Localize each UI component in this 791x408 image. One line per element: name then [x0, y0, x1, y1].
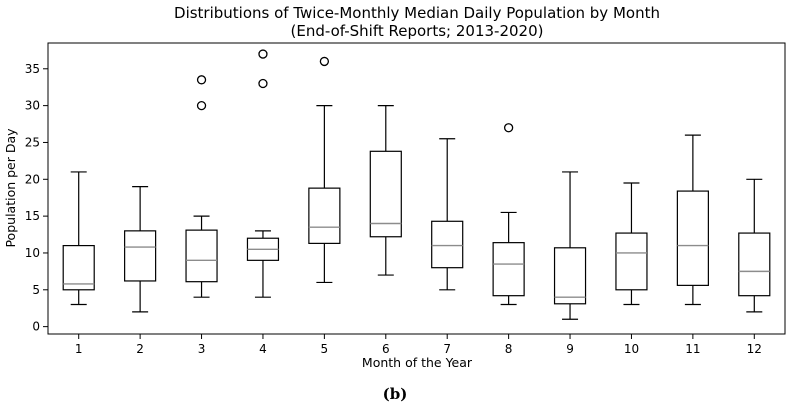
iqr-box: [615, 232, 648, 291]
chart-title-line1: Distributions of Twice-Monthly Median Da…: [174, 4, 660, 22]
y-tick-label: 35: [25, 62, 40, 76]
iqr-box: [369, 150, 402, 238]
box-month-9: [553, 171, 587, 320]
box-month-2: [124, 186, 157, 313]
x-tick-label: 10: [624, 342, 639, 356]
outlier-point: [196, 100, 207, 111]
plot-area-frame: [47, 42, 786, 335]
outlier-point: [503, 123, 514, 133]
x-tick-label: 9: [566, 342, 574, 356]
iqr-box: [62, 244, 95, 291]
outlier-point: [258, 49, 268, 59]
box-month-10: [615, 182, 648, 306]
x-tick-label: 5: [321, 342, 329, 356]
iqr-box: [308, 187, 341, 244]
box-month-11: [676, 134, 709, 306]
y-tick-label: 20: [25, 172, 40, 186]
box-month-7: [431, 138, 464, 291]
x-tick-label: 2: [136, 342, 144, 356]
box-month-6: [369, 105, 402, 276]
iqr-box: [553, 247, 587, 305]
iqr-box: [676, 190, 709, 286]
iqr-box: [431, 220, 464, 269]
iqr-box: [185, 229, 218, 283]
y-tick-label: 25: [25, 135, 40, 149]
box-month-8: [492, 123, 525, 306]
box-month-3: [185, 75, 218, 298]
box-month-1: [62, 171, 95, 306]
x-tick-label: 7: [443, 342, 451, 356]
x-tick-label: 11: [685, 342, 700, 356]
chart-title-line2: (End-of-Shift Reports; 2013-2020): [291, 22, 544, 40]
x-tick-label: 8: [505, 342, 513, 356]
x-axis: 1 2 3 4 5 6 7 8 9 10 11 12: [75, 334, 762, 356]
y-axis: 0 5 10 15 20 25 30 35: [25, 62, 48, 334]
y-tick-label: 0: [32, 320, 40, 334]
y-tick-label: 10: [25, 246, 40, 260]
outlier-point: [319, 56, 330, 67]
box-month-4: [246, 49, 280, 298]
x-tick-label: 12: [747, 342, 762, 356]
x-tick-label: 1: [75, 342, 83, 356]
y-tick-label: 5: [32, 283, 40, 297]
y-axis-label: Population per Day: [3, 128, 18, 248]
iqr-box: [492, 242, 525, 297]
y-tick-label: 30: [25, 99, 40, 113]
x-tick-label: 6: [382, 342, 390, 356]
y-tick-label: 15: [25, 209, 40, 223]
box-month-12: [738, 178, 771, 313]
figure-caption: (b): [383, 385, 408, 403]
x-tick-label: 3: [198, 342, 206, 356]
boxes-group: [62, 49, 771, 320]
outlier-point: [196, 75, 207, 85]
iqr-box: [124, 230, 157, 282]
x-axis-label: Month of the Year: [362, 355, 473, 370]
iqr-box: [738, 232, 771, 297]
outlier-point: [258, 78, 268, 89]
box-month-5: [308, 56, 341, 284]
x-tick-label: 4: [259, 342, 267, 356]
